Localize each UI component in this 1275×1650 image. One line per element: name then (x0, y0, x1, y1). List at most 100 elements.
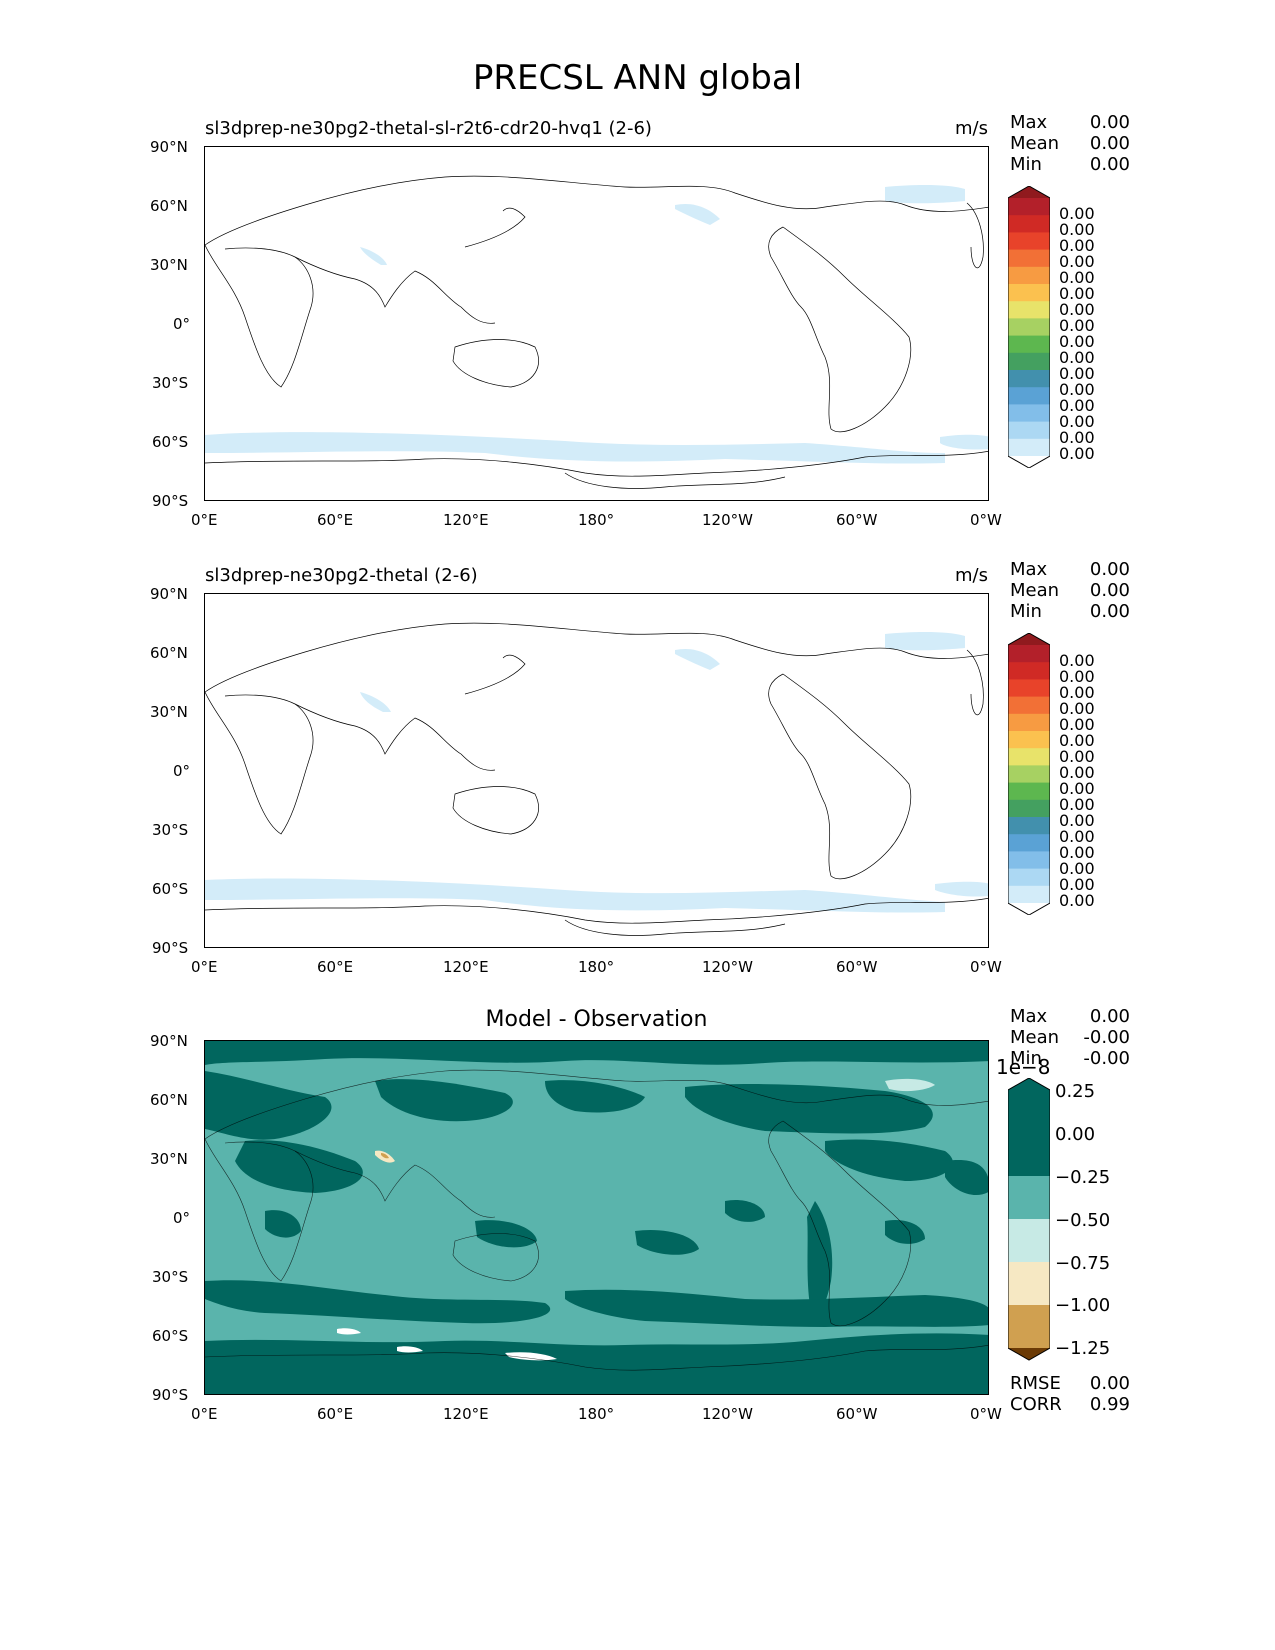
panel-2-colorbar-labels: 0.00 0.00 0.00 0.00 0.00 0.00 0.00 0.00 … (1059, 653, 1095, 909)
panel-1-max-value: 0.00 (1089, 112, 1130, 133)
panel-1-lat-tick: 90°S (152, 492, 189, 510)
colorbar-bin (1008, 404, 1050, 423)
colorbar-tick-label: 0.00 (1059, 827, 1095, 846)
colorbar-tick-label: 0.00 (1059, 380, 1095, 399)
panel-2-lon-tick: 180° (578, 958, 615, 976)
panel-1-coastlines (205, 175, 988, 489)
colorbar-tick-label: −0.75 (1055, 1253, 1111, 1274)
colorbar-tick-label: 0.25 (1055, 1081, 1096, 1102)
colorbar-tick-label: 0.00 (1059, 396, 1095, 415)
colorbar-tick-label: 0.00 (1059, 683, 1095, 702)
panel-1-min-label: Min (1010, 154, 1042, 175)
colorbar-bin (1008, 352, 1050, 371)
panel-2-lat-tick: 60°N (150, 644, 188, 662)
panel-2-lon-tick: 0°W (970, 958, 1002, 976)
colorbar-bin (1008, 868, 1050, 887)
panel-1-lon-tick: 60°E (317, 511, 354, 529)
panel-2-lat-tick: 60°S (152, 880, 189, 898)
panel-1-colorbar (1007, 185, 1051, 472)
panel-2-lat-tick: 30°S (152, 821, 189, 839)
colorbar-bin (1008, 765, 1050, 784)
panel-1-max-label: Max (1010, 112, 1048, 133)
colorbar-bin (1008, 903, 1050, 915)
colorbar-bin (1008, 834, 1050, 852)
colorbar-bin (1008, 633, 1050, 645)
colorbar-bin (1008, 731, 1050, 749)
colorbar-tick-label: −1.25 (1055, 1338, 1111, 1359)
panel-2-max-value: 0.00 (1089, 559, 1130, 580)
colorbar-tick-label: 0.00 (1059, 859, 1095, 878)
panel-2-min-value: 0.00 (1089, 601, 1130, 622)
panel-3-title: Model - Observation (485, 1007, 708, 1032)
colorbar-bin (1008, 696, 1050, 715)
colorbar-tick-label: 0.00 (1059, 651, 1095, 670)
colorbar-tick-label: 0.00 (1059, 428, 1095, 447)
colorbar-bin (1008, 662, 1050, 680)
colorbar-tick-label: 0.00 (1059, 795, 1095, 814)
colorbar-tick-label: 0.00 (1059, 747, 1095, 766)
colorbar-tick-label: 0.00 (1059, 444, 1095, 463)
colorbar-bin (1008, 249, 1050, 268)
panel-3-mean-label: Mean (1010, 1027, 1060, 1048)
colorbar-tick-label: 0.00 (1055, 1124, 1096, 1145)
corr-label: CORR (1010, 1394, 1062, 1415)
panel-3-min-label: Min (1010, 1048, 1042, 1069)
colorbar-bin (1008, 851, 1050, 870)
panel-2-mean-label: Mean (1010, 580, 1060, 601)
panel-3-max-value: 0.00 (1089, 1006, 1130, 1027)
panel-1-lon-tick: 120°W (702, 511, 753, 529)
colorbar-tick-label: 0.00 (1059, 891, 1095, 910)
panel-3-min-value: -0.00 (1083, 1048, 1130, 1069)
panel-3-max-label: Max (1010, 1006, 1048, 1027)
panel-1-lon-tick: 0°E (191, 511, 218, 529)
colorbar-bin (1008, 885, 1050, 904)
panel-2-lat-tick: 30°N (150, 703, 188, 721)
panel-3-map (204, 1040, 989, 1395)
panel-2-title: sl3dprep-ne30pg2-thetal (2-6) (205, 565, 478, 586)
colorbar-bin (1008, 186, 1050, 198)
colorbar-tick-label: 0.00 (1059, 875, 1095, 894)
colorbar-bin (1008, 438, 1050, 457)
panel-2-map (204, 593, 989, 948)
colorbar-tick-label: 0.00 (1059, 204, 1095, 223)
panel-1-lat-tick: 90°N (150, 138, 188, 156)
colorbar-tick-label: 0.00 (1059, 699, 1095, 718)
panel-1-lat-tick: 30°N (150, 256, 188, 274)
colorbar-tick-label: 0.00 (1059, 843, 1095, 862)
colorbar-tick-label: −0.25 (1055, 1167, 1111, 1188)
panel-2-lon-tick: 60°W (836, 958, 878, 976)
colorbar-bin (1008, 266, 1050, 285)
colorbar-tick-label: 0.00 (1059, 763, 1095, 782)
panel-3-lat-tick: 0° (173, 1209, 191, 1227)
panel-2-lon-tick: 0°E (191, 958, 218, 976)
panel-1-lat-tick: 0° (173, 315, 191, 333)
colorbar-tick-label: 0.00 (1059, 731, 1095, 750)
colorbar-tick-label: 0.00 (1059, 667, 1095, 686)
panel-2-lon-tick: 120°E (443, 958, 489, 976)
panel-3-lat-tick: 90°S (152, 1386, 189, 1404)
colorbar-bin (1008, 713, 1050, 732)
panel-2-min-label: Min (1010, 601, 1042, 622)
colorbar-bin (1008, 284, 1050, 302)
colorbar-bin (1008, 782, 1050, 801)
colorbar-tick-label: 0.00 (1059, 316, 1095, 335)
colorbar-bin (1008, 215, 1050, 233)
panel-3-mean-value: -0.00 (1083, 1027, 1130, 1048)
colorbar-tick-label: 0.00 (1059, 284, 1095, 303)
figure-title: PRECSL ANN global (472, 58, 803, 98)
panel-3-lon-tick: 0°W (970, 1405, 1002, 1423)
panel-2-max-label: Max (1010, 559, 1048, 580)
colorbar-bin (1008, 318, 1050, 337)
panel-1-precip-field (205, 185, 988, 464)
colorbar-tick-label: 0.00 (1059, 811, 1095, 830)
colorbar-bin (1008, 387, 1050, 405)
colorbar-tick-label: 0.00 (1059, 364, 1095, 383)
colorbar-bin (1008, 198, 1050, 216)
colorbar-bin (1008, 645, 1050, 663)
colorbar-tick-label: −0.50 (1055, 1210, 1111, 1231)
panel-3-lon-tick: 60°W (836, 1405, 878, 1423)
panel-2-precip-field (205, 632, 988, 913)
panel-3-lon-tick: 60°E (317, 1405, 354, 1423)
panel-3-lat-tick: 60°S (152, 1327, 189, 1345)
colorbar-bin (1008, 421, 1050, 440)
